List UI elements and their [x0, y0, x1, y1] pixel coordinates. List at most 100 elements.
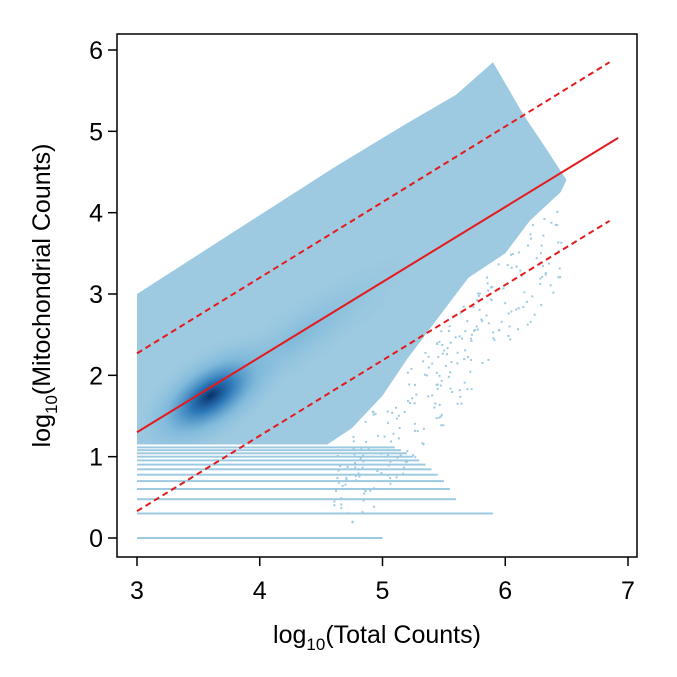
- outlier-point: [337, 469, 340, 472]
- outlier-point: [539, 283, 542, 286]
- outlier-point: [529, 321, 532, 323]
- outlier-point: [427, 355, 430, 358]
- x-axis-title: log10(Total Counts): [273, 621, 481, 654]
- outlier-point: [422, 443, 425, 446]
- outlier-point: [450, 361, 453, 364]
- outlier-point: [412, 454, 415, 457]
- outlier-point: [540, 244, 543, 247]
- discrete-row: [137, 463, 426, 466]
- outlier-point: [481, 320, 484, 323]
- lower-band-line: [136, 219, 611, 513]
- outlier-point: [367, 448, 370, 451]
- outlier-point: [386, 410, 389, 413]
- outlier-point: [541, 275, 544, 278]
- x-tick-label: 6: [498, 577, 512, 605]
- outlier-point: [533, 313, 536, 316]
- outlier-point: [507, 312, 510, 315]
- y-axis-title-subscript: 10: [42, 395, 61, 414]
- outlier-point: [353, 453, 356, 456]
- discrete-row: [137, 488, 450, 490]
- outlier-point: [415, 393, 418, 396]
- outlier-point: [399, 454, 402, 457]
- outlier-point: [431, 394, 434, 397]
- x-axis-title-prefix: log: [273, 621, 306, 649]
- outlier-point: [440, 379, 443, 382]
- outlier-point: [438, 374, 441, 377]
- outlier-point: [486, 282, 489, 285]
- outlier-point: [436, 343, 439, 346]
- outlier-point: [550, 221, 553, 224]
- outlier-point: [439, 384, 442, 387]
- outlier-point: [515, 308, 518, 311]
- outlier-point: [556, 224, 559, 227]
- outlier-point: [449, 371, 452, 374]
- outlier-point: [476, 328, 479, 331]
- outlier-point: [352, 436, 355, 439]
- outlier-point: [438, 416, 441, 419]
- outlier-point: [463, 381, 466, 384]
- outlier-point: [515, 265, 518, 268]
- outlier-point: [374, 412, 377, 415]
- outlier-point: [560, 241, 563, 244]
- outlier-point: [357, 472, 360, 475]
- outlier-point: [487, 358, 490, 361]
- discrete-count-rows: [137, 446, 493, 539]
- outlier-point: [372, 413, 375, 416]
- outlier-point: [423, 373, 426, 376]
- discrete-row: [137, 452, 408, 455]
- outlier-point: [433, 406, 436, 409]
- outlier-point: [387, 454, 389, 457]
- outlier-point: [354, 462, 356, 464]
- outlier-point: [438, 404, 441, 406]
- outlier-point: [426, 374, 429, 377]
- outlier-point: [410, 367, 413, 370]
- discrete-row: [137, 455, 414, 458]
- outlier-point: [467, 355, 469, 358]
- outlier-point: [531, 224, 534, 227]
- outlier-point: [448, 325, 451, 328]
- outlier-point: [406, 450, 409, 452]
- outlier-point: [486, 276, 488, 279]
- outlier-point: [464, 349, 467, 352]
- outlier-points: [333, 194, 563, 524]
- outlier-point: [497, 263, 500, 266]
- outlier-point: [512, 253, 514, 256]
- outlier-point: [352, 440, 355, 443]
- outlier-point: [490, 299, 493, 302]
- outlier-point: [472, 305, 475, 308]
- outlier-point: [449, 341, 452, 344]
- outlier-point: [517, 328, 519, 331]
- outlier-point: [345, 478, 348, 481]
- outlier-point: [407, 400, 409, 403]
- outlier-point: [478, 292, 481, 295]
- upper-band-line: [136, 61, 611, 355]
- outlier-point: [346, 466, 349, 468]
- outlier-point: [526, 300, 529, 303]
- discrete-row: [137, 449, 401, 452]
- outlier-point: [451, 391, 454, 393]
- outlier-point: [549, 284, 552, 287]
- outlier-point: [504, 302, 507, 305]
- outlier-point: [364, 489, 367, 492]
- discrete-row: [137, 473, 438, 476]
- outlier-point: [365, 440, 368, 443]
- outlier-point: [502, 287, 505, 290]
- outlier-point: [487, 289, 490, 292]
- outlier-point: [459, 395, 462, 398]
- y-tick-label: 6: [89, 37, 103, 65]
- outlier-point: [413, 422, 416, 425]
- outlier-point: [519, 269, 522, 272]
- outlier-point: [421, 442, 424, 445]
- outlier-point: [544, 272, 547, 275]
- outlier-point: [440, 424, 443, 427]
- outlier-point: [466, 320, 469, 323]
- outlier-point: [475, 299, 478, 302]
- outlier-point: [422, 360, 425, 363]
- outlier-point: [541, 264, 544, 267]
- outlier-point: [510, 310, 513, 313]
- x-axis: 3 4 5 6 7: [130, 557, 635, 605]
- outlier-point: [414, 456, 417, 459]
- outlier-point: [441, 344, 444, 346]
- outlier-point: [364, 420, 367, 423]
